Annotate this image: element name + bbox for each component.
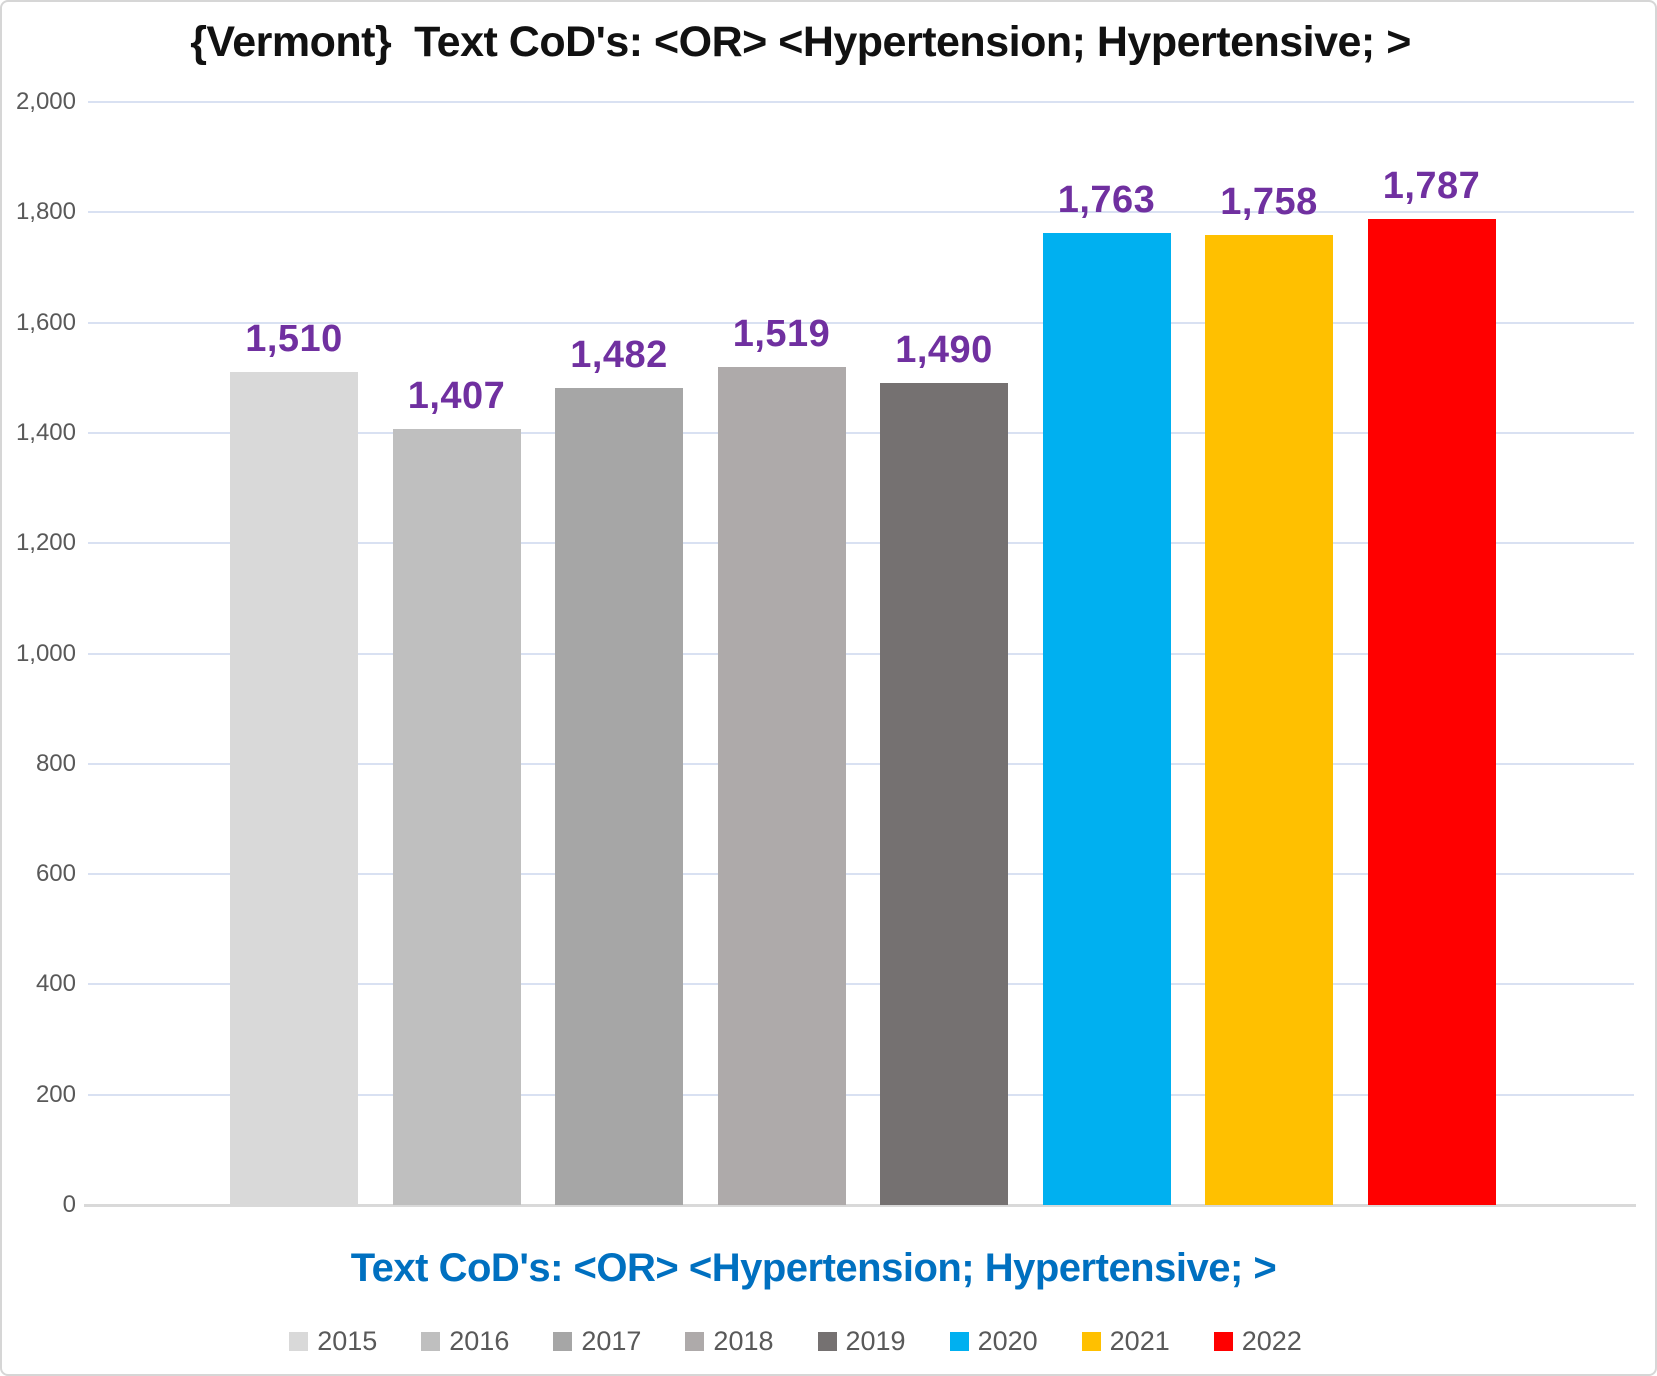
- bar-value-label-2018: 1,519: [732, 313, 831, 355]
- legend-item-2022[interactable]: 2022: [1213, 1326, 1302, 1357]
- y-axis-tick-label: 1,600: [15, 308, 76, 336]
- bar-2019[interactable]: [880, 383, 1008, 1205]
- legend-label-2019: 2019: [845, 1326, 906, 1356]
- legend-label-2021: 2021: [1109, 1326, 1170, 1356]
- legend-swatch-2021: [1081, 1332, 1101, 1351]
- chart-title: {Vermont} Text CoD's: <OR> <Hypertension…: [190, 18, 1411, 66]
- bar-value-label-2019: 1,490: [895, 329, 993, 371]
- bar-value-label-2020: 1,763: [1057, 179, 1156, 221]
- legend-item-2017[interactable]: 2017: [553, 1326, 641, 1357]
- y-axis-tick-label: 1,800: [15, 198, 76, 226]
- bar-value-label-2015: 1,510: [245, 318, 343, 360]
- y-axis-tick-label: 1,000: [15, 639, 76, 667]
- bar-value-label-2021: 1,758: [1220, 181, 1318, 223]
- legend-label-2020: 2020: [977, 1326, 1038, 1356]
- legend-label-2015: 2015: [317, 1326, 378, 1356]
- gridline: [88, 101, 1634, 103]
- legend-item-2016[interactable]: 2016: [421, 1326, 509, 1357]
- legend-item-2020[interactable]: 2020: [949, 1326, 1038, 1357]
- gridline: [88, 211, 1634, 214]
- legend: 2015 2016 2017 2018 2019 2020 2021 2022: [2, 1326, 1655, 1357]
- bar-2015[interactable]: [230, 372, 358, 1205]
- legend-item-2015[interactable]: 2015: [289, 1326, 377, 1357]
- legend-item-2018[interactable]: 2018: [685, 1326, 774, 1357]
- bar-value-label-2022: 1,787: [1382, 165, 1481, 207]
- legend-label-2022: 2022: [1241, 1326, 1302, 1356]
- legend-label-2017: 2017: [581, 1326, 642, 1356]
- legend-swatch-2019: [817, 1332, 837, 1351]
- y-axis-tick-label: 400: [35, 970, 76, 998]
- bar-2018[interactable]: [717, 367, 846, 1205]
- x-axis-line: [84, 1204, 1636, 1207]
- y-axis-tick-label: 2,000: [15, 88, 76, 115]
- bar-value-label-2016: 1,407: [407, 375, 506, 417]
- y-axis-tick-label: 0: [62, 1191, 76, 1218]
- legend-swatch-2017: [553, 1332, 573, 1351]
- bar-2017[interactable]: [555, 388, 683, 1205]
- bar-value-label-2017: 1,482: [570, 334, 668, 376]
- legend-item-2019[interactable]: 2019: [817, 1326, 906, 1357]
- y-axis-tick-label: 800: [35, 749, 76, 777]
- legend-swatch-2018: [685, 1332, 705, 1351]
- x-axis-title: Text CoD's: <OR> <Hypertension; Hyperten…: [350, 1246, 1277, 1290]
- bar-2022[interactable]: [1367, 219, 1496, 1205]
- legend-swatch-2022: [1213, 1332, 1233, 1351]
- y-axis-tick-label: 1,400: [15, 418, 76, 446]
- y-axis-tick-label: 1,200: [15, 529, 76, 557]
- legend-label-2018: 2018: [713, 1326, 774, 1356]
- bar-2016[interactable]: [392, 429, 521, 1205]
- bar-2020[interactable]: [1042, 233, 1171, 1205]
- y-axis-tick-label: 600: [35, 860, 76, 888]
- legend-swatch-2020: [949, 1332, 969, 1351]
- legend-label-2016: 2016: [449, 1326, 510, 1356]
- y-axis-tick-label: 200: [35, 1080, 76, 1108]
- legend-swatch-2015: [289, 1332, 309, 1351]
- bar-2021[interactable]: [1205, 235, 1333, 1205]
- legend-item-2021[interactable]: 2021: [1081, 1326, 1170, 1357]
- legend-swatch-2016: [421, 1332, 441, 1351]
